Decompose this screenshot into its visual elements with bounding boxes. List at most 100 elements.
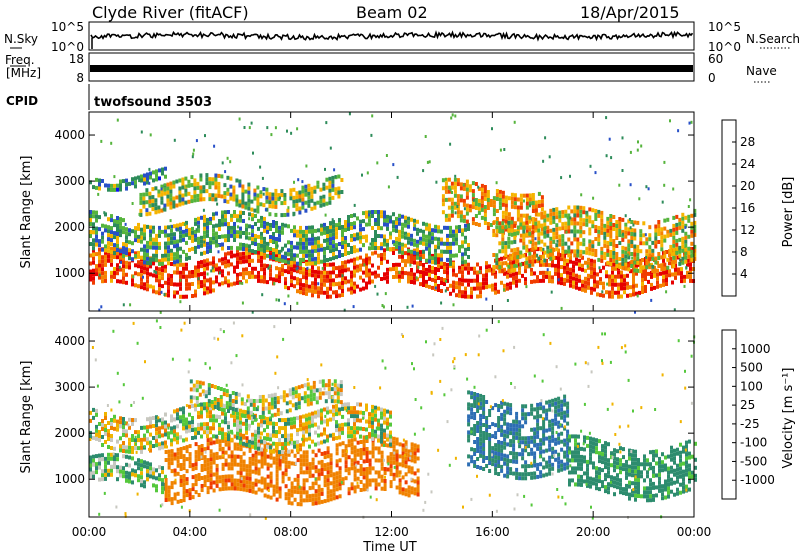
data-cell xyxy=(323,222,326,227)
data-cell xyxy=(428,231,431,236)
data-cell xyxy=(585,218,589,223)
data-cell xyxy=(243,126,246,129)
data-cell xyxy=(161,229,164,234)
data-cell xyxy=(155,274,158,279)
data-cell xyxy=(416,227,419,232)
data-cell xyxy=(184,200,188,205)
data-cell xyxy=(217,193,221,198)
data-cell xyxy=(125,474,128,479)
data-cell xyxy=(651,252,655,257)
data-cell xyxy=(251,420,254,425)
data-cell xyxy=(299,443,302,448)
data-cell xyxy=(238,183,242,188)
data-cell xyxy=(552,215,556,220)
data-cell xyxy=(143,224,146,229)
data-cell xyxy=(170,414,173,419)
data-cell xyxy=(236,446,240,451)
data-cell xyxy=(628,218,631,221)
data-cell xyxy=(477,198,481,203)
data-cell xyxy=(329,249,332,254)
data-cell xyxy=(365,234,368,239)
data-cell xyxy=(465,219,469,224)
data-cell xyxy=(492,221,496,225)
data-cell xyxy=(507,220,511,225)
data-cell xyxy=(161,257,164,262)
data-cell xyxy=(461,256,464,261)
data-cell xyxy=(642,233,646,238)
data-cell xyxy=(523,199,525,203)
data-cell xyxy=(543,222,547,227)
data-cell xyxy=(221,261,224,266)
data-cell xyxy=(160,290,163,294)
data-cell xyxy=(206,233,209,238)
data-cell xyxy=(251,440,254,445)
data-cell xyxy=(164,174,167,179)
data-cell xyxy=(203,402,206,407)
data-cell xyxy=(492,196,496,201)
data-cell xyxy=(467,223,470,227)
data-cell xyxy=(194,478,198,483)
data-cell xyxy=(380,234,383,239)
data-cell xyxy=(226,156,229,160)
data-cell xyxy=(279,196,281,200)
data-cell xyxy=(95,252,98,257)
data-cell xyxy=(428,243,431,248)
data-cell xyxy=(410,442,414,447)
data-cell xyxy=(245,259,248,264)
data-cell xyxy=(107,237,110,242)
data-cell xyxy=(167,241,170,246)
data-cell xyxy=(230,262,233,267)
data-cell xyxy=(122,454,125,459)
data-cell xyxy=(143,437,146,442)
data-cell xyxy=(290,481,294,486)
data-cell xyxy=(368,272,371,277)
data-cell xyxy=(623,290,626,295)
data-cell xyxy=(287,286,290,291)
data-cell xyxy=(215,239,218,244)
data-cell xyxy=(678,217,682,222)
data-cell xyxy=(316,184,320,189)
data-cell xyxy=(513,205,517,210)
data-cell xyxy=(152,273,155,278)
data-cell xyxy=(152,229,155,234)
data-cell xyxy=(185,421,188,426)
data-cell xyxy=(401,222,404,227)
data-cell xyxy=(110,214,113,219)
data-cell xyxy=(353,437,357,442)
data-cell xyxy=(239,467,243,472)
data-cell xyxy=(504,219,508,224)
data-cell xyxy=(299,225,302,230)
data-cell xyxy=(386,242,389,247)
data-cell xyxy=(179,499,183,503)
data-cell xyxy=(516,231,520,236)
data-cell xyxy=(550,290,553,294)
data-cell xyxy=(188,274,191,279)
data-cell xyxy=(425,283,428,288)
data-cell xyxy=(350,274,353,279)
data-cell xyxy=(392,224,395,229)
data-cell xyxy=(283,197,287,201)
data-cell xyxy=(525,248,529,253)
data-cell xyxy=(560,306,563,310)
data-cell xyxy=(140,277,143,282)
data-cell xyxy=(230,437,233,442)
data-cell xyxy=(209,285,212,290)
data-cell xyxy=(477,206,481,211)
data-cell xyxy=(269,276,272,281)
data-cell xyxy=(534,253,538,258)
data-cell xyxy=(104,432,107,436)
data-cell xyxy=(188,428,191,433)
data-cell xyxy=(302,490,306,495)
data-cell xyxy=(654,260,658,265)
data-cell xyxy=(407,493,411,498)
data-cell xyxy=(350,434,353,439)
data-cell xyxy=(386,409,389,414)
data-cell xyxy=(242,487,246,492)
data-cell xyxy=(158,279,161,284)
data-cell xyxy=(398,237,401,242)
data-cell xyxy=(110,446,113,450)
data-cell xyxy=(539,254,542,259)
data-cell xyxy=(395,220,398,225)
data-cell xyxy=(341,225,344,229)
data-cell xyxy=(519,233,523,238)
